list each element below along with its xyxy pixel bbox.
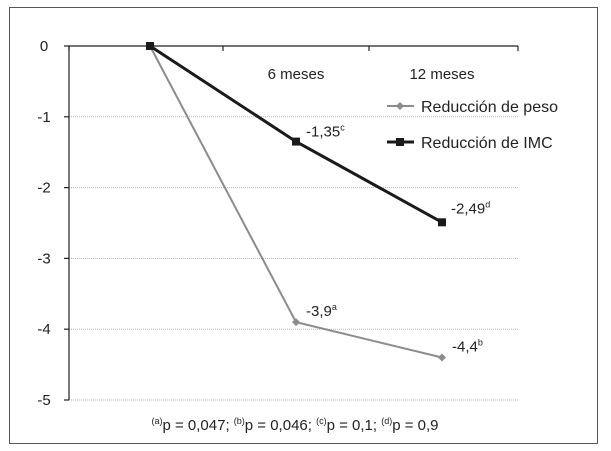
legend-marker xyxy=(396,138,404,146)
data-label: -2,49d xyxy=(451,199,490,217)
data-label: -3,9a xyxy=(306,302,337,320)
legend-label: Reducción de IMC xyxy=(421,135,553,152)
line-chart: 0 -1 -2 -3 -4 -5 6 meses 12 meses -3,9a -4,4b -1,3… xyxy=(37,38,558,434)
y-tick-label: -2 xyxy=(37,180,50,197)
y-tick-label: -3 xyxy=(37,250,50,267)
y-tick-label: -5 xyxy=(37,392,50,409)
data-point xyxy=(292,137,300,146)
data-label: -4,4b xyxy=(452,338,483,356)
data-point xyxy=(292,318,300,327)
data-point xyxy=(438,353,446,362)
legend-marker xyxy=(396,102,404,110)
chart-frame: 0 -1 -2 -3 -4 -5 6 meses 12 meses -3,9a -4,4b -1,3… xyxy=(9,7,598,444)
series-line xyxy=(149,45,443,359)
data-point xyxy=(146,42,154,50)
x-tick-label: 12 meses xyxy=(409,66,474,83)
legend-label: Reducción de peso xyxy=(421,99,558,116)
y-tick-label: 0 xyxy=(40,38,48,55)
x-tick-label: 6 meses xyxy=(268,66,325,83)
data-label: -1,35c xyxy=(306,123,345,141)
y-tick-label: -4 xyxy=(37,321,50,338)
footnote: (a)p = 0,047; (b)p = 0,046; (c)p = 0,1; … xyxy=(151,416,438,434)
data-point xyxy=(438,218,446,227)
y-tick-label: -1 xyxy=(37,109,50,126)
